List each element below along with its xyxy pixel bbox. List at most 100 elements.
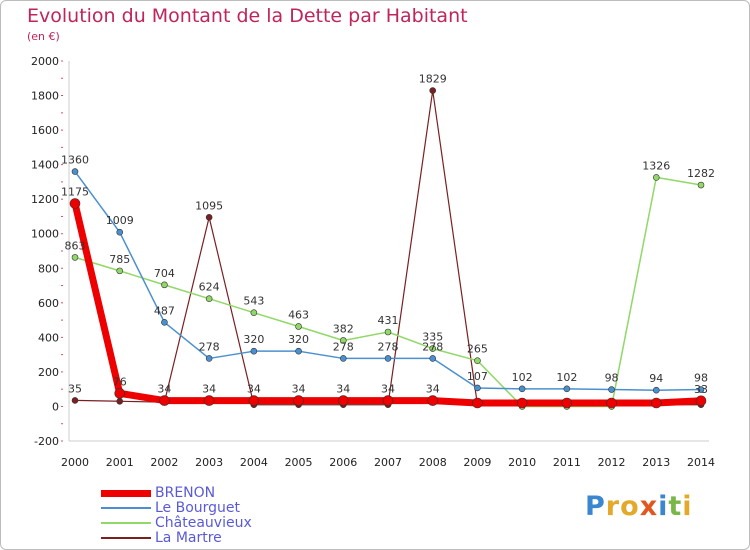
data-point (382, 395, 394, 406)
data-label: 320 (288, 333, 309, 346)
data-label: 1360 (61, 154, 89, 167)
data-point (563, 385, 571, 393)
data-point (697, 181, 705, 189)
logo-letter: i (682, 491, 693, 522)
data-label: 278 (378, 340, 399, 353)
x-tick-label: 2014 (687, 456, 715, 469)
legend-item: La Martre (101, 530, 401, 546)
data-point (695, 395, 707, 407)
data-point (652, 174, 660, 181)
data-label: 1175 (61, 186, 89, 199)
data-point (203, 395, 215, 406)
legend: BRENON Le Bourguet Châteauvieux La Martre (101, 485, 401, 546)
data-point (71, 254, 79, 261)
y-tick-label: 1200 (31, 193, 59, 206)
data-point (205, 214, 213, 221)
legend-item: BRENON (101, 485, 401, 501)
x-tick-label: 2002 (150, 456, 178, 469)
data-label: 785 (109, 253, 130, 266)
data-point (384, 328, 392, 336)
x-tick-label: 2004 (240, 456, 268, 469)
data-point (250, 347, 258, 355)
legend-label: Châteauvieux (155, 515, 252, 531)
x-tick-label: 2005 (285, 456, 313, 469)
data-point (650, 397, 662, 409)
x-tick-label: 2011 (553, 456, 581, 469)
data-label: 1009 (106, 214, 134, 227)
y-tick-label: 200 (38, 366, 59, 379)
legend-item: Le Bourguet (101, 500, 401, 516)
data-labels: 1175 76 34 34 34 34 34 34 34 33 1360 1009 487 278 320 3… (61, 73, 715, 396)
y-axis-ticks: -200 0 200 400 600 800 1000 1200 1400 1600 1800 200… (31, 55, 59, 448)
legend-swatch (101, 507, 151, 509)
data-point (295, 347, 302, 355)
logo-letter: o (620, 491, 640, 522)
y-tick-label: 600 (38, 297, 59, 310)
logo-letter: x (639, 491, 659, 522)
data-point (429, 355, 437, 362)
data-point (606, 397, 617, 409)
data-point (161, 319, 168, 326)
y-tick-label: 1000 (31, 228, 59, 241)
data-label: 320 (243, 333, 264, 346)
chart-title: Evolution du Montant de la Dette par Hab… (27, 5, 468, 27)
data-label: 102 (512, 371, 533, 384)
data-point (561, 397, 573, 409)
data-point (384, 355, 392, 362)
legend-swatch (101, 489, 151, 497)
data-point (337, 395, 349, 406)
data-point (295, 323, 302, 330)
x-tick-label: 2003 (195, 456, 223, 469)
x-tick-label: 2010 (508, 456, 536, 469)
x-tick-label: 2007 (374, 456, 402, 469)
data-point (114, 388, 126, 399)
legend-label: BRENON (155, 485, 216, 501)
x-tick-label: 2001 (106, 456, 134, 469)
y-tick-label: 400 (38, 331, 59, 344)
x-tick-label: 2000 (61, 456, 89, 469)
y-tick-label: 2000 (31, 55, 59, 68)
data-label: 34 (202, 383, 216, 396)
x-tick-label: 2008 (419, 456, 447, 469)
series-0 (69, 198, 707, 409)
data-label: 463 (288, 308, 309, 321)
x-axis-ticks: 2000 2001 2002 2003 2004 2005 2006 2007 2008 2009… (61, 456, 715, 469)
data-label: 278 (333, 340, 354, 353)
data-point (248, 395, 260, 406)
data-label: 382 (333, 322, 354, 335)
data-label: 35 (68, 382, 82, 395)
data-point (116, 397, 124, 405)
logo-letter: t (668, 491, 683, 522)
data-point (608, 386, 615, 393)
data-point (339, 337, 347, 344)
data-point (427, 395, 439, 406)
data-label: 335 (422, 331, 443, 344)
data-label: 278 (422, 340, 443, 353)
data-point (652, 386, 660, 394)
data-label: 98 (605, 372, 619, 385)
x-tick-label: 2006 (329, 456, 357, 469)
legend-swatch (101, 537, 151, 539)
data-label: 34 (292, 383, 306, 396)
logo-letter: r (605, 491, 621, 522)
data-label: 1829 (419, 73, 447, 86)
y-tick-label: 1400 (31, 159, 59, 172)
data-point (205, 295, 213, 302)
data-label: 278 (199, 340, 220, 353)
y-tick-label: 1600 (31, 124, 59, 137)
data-point (250, 309, 258, 316)
legend-label: La Martre (155, 530, 222, 546)
x-tick-label: 2009 (463, 456, 491, 469)
data-label: 34 (157, 383, 171, 396)
axes (61, 60, 709, 442)
data-label: 94 (649, 372, 663, 385)
proxiti-logo: Proxiti (585, 491, 693, 522)
data-point (116, 228, 124, 236)
data-point (293, 395, 304, 406)
data-point (205, 355, 213, 362)
logo-letter: i (658, 491, 669, 522)
data-label: 33 (694, 383, 708, 396)
series-lines (69, 87, 707, 410)
data-point (429, 87, 437, 94)
